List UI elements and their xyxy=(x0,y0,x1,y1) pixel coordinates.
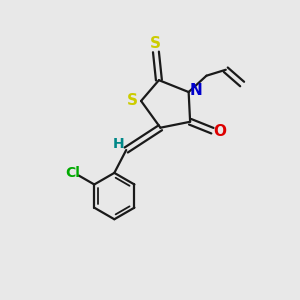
Text: S: S xyxy=(127,93,138,108)
Text: H: H xyxy=(113,137,124,151)
Text: S: S xyxy=(150,36,161,51)
Text: N: N xyxy=(190,83,202,98)
Text: Cl: Cl xyxy=(65,166,80,180)
Text: O: O xyxy=(213,124,226,139)
